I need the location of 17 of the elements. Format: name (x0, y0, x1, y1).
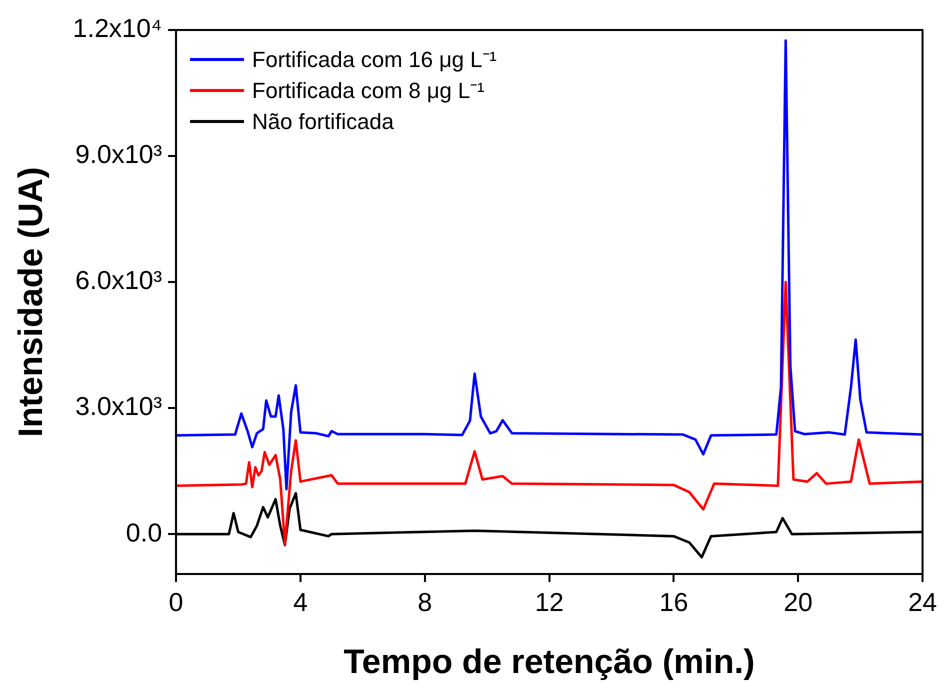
x-axis-title: Tempo de retenção (min.) (344, 642, 755, 681)
legend-label: Fortificada com 16 μg L⁻¹ (252, 46, 497, 74)
x-tick-label: 16 (659, 586, 688, 617)
x-tick-label: 8 (418, 586, 432, 617)
x-tick-label: 12 (534, 586, 564, 617)
legend-label: Não fortificada (252, 108, 394, 136)
x-tick-label: 4 (293, 586, 308, 617)
y-tick-label: 9.0x10³ (75, 139, 162, 170)
legend-label: Fortificada com 8 μg L⁻¹ (252, 77, 484, 105)
y-axis-title: Intensidade (UA) (12, 166, 50, 438)
y-tick-label: 6.0x10³ (75, 265, 162, 296)
x-tick-label: 24 (908, 586, 937, 617)
x-tick-label: 20 (784, 586, 813, 617)
x-tick-label: 0 (168, 586, 184, 617)
y-tick-label: 0.0 (126, 517, 162, 548)
y-tick-label: 1.2x10⁴ (72, 13, 162, 44)
y-tick-label: 3.0x10³ (75, 391, 162, 422)
